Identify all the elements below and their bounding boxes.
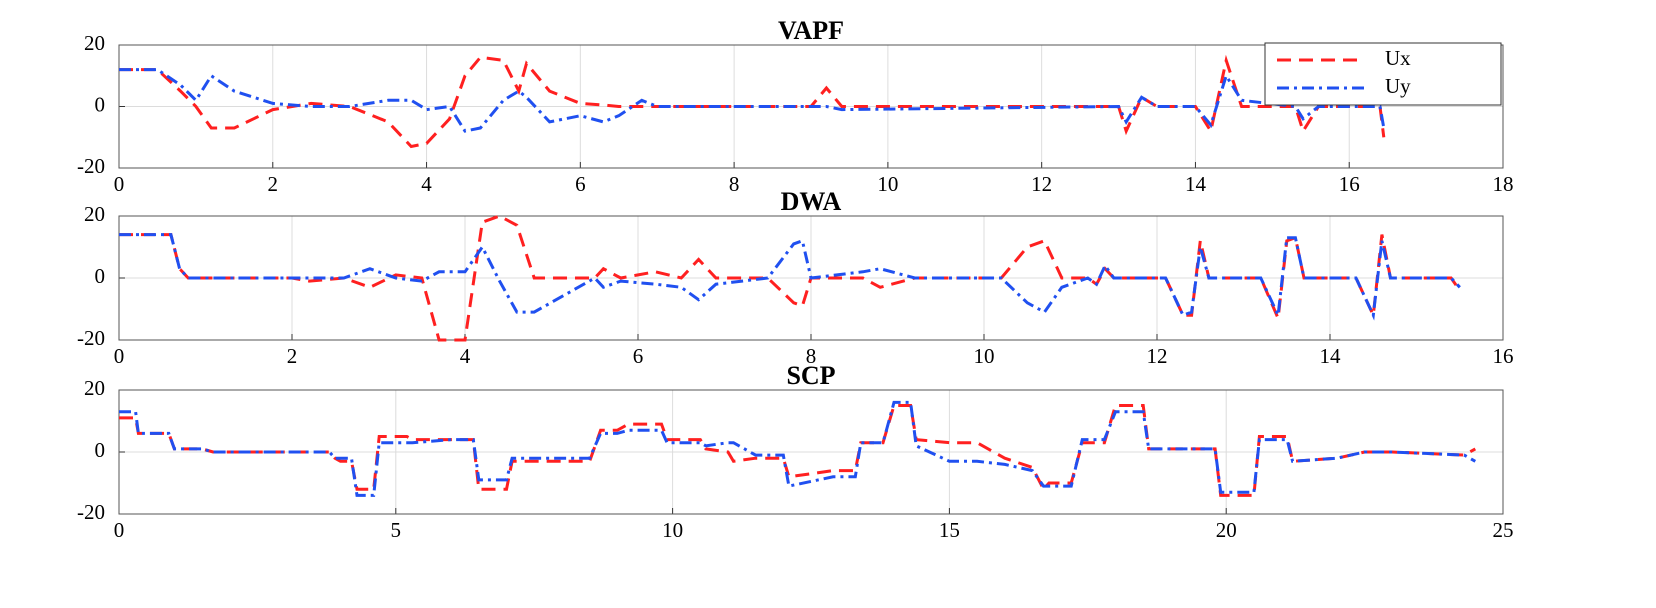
x-tick-label: 8	[729, 172, 740, 196]
axes-frame	[118, 44, 1504, 169]
x-tick-label: 16	[1493, 344, 1514, 368]
x-tick-label: 25	[1493, 518, 1514, 542]
x-tick-label: 10	[974, 344, 995, 368]
x-tick-label: 6	[575, 172, 586, 196]
y-tick-label: 0	[95, 92, 106, 116]
x-tick-label: 6	[633, 344, 644, 368]
y-tick-label: 0	[95, 438, 106, 462]
x-tick-label: 4	[460, 344, 471, 368]
x-tick-label: 18	[1493, 172, 1514, 196]
x-tick-label: 2	[268, 172, 279, 196]
x-tick-label: 0	[114, 518, 125, 542]
x-tick-label: 20	[1216, 518, 1237, 542]
x-tick-label: 16	[1339, 172, 1360, 196]
y-tick-label: 20	[84, 202, 105, 226]
axes-frame	[118, 389, 1504, 515]
series-line	[119, 400, 1477, 497]
y-tick-label: -20	[77, 500, 105, 524]
x-tick-label: 8	[806, 344, 817, 368]
x-tick-label: 0	[114, 344, 125, 368]
x-tick-label: 10	[877, 172, 898, 196]
series-line	[119, 68, 1386, 133]
y-tick-label: -20	[77, 326, 105, 350]
x-tick-label: 14	[1320, 344, 1342, 368]
x-tick-label: 15	[939, 518, 960, 542]
x-tick-label: 12	[1031, 172, 1052, 196]
y-tick-label: -20	[77, 154, 105, 178]
x-tick-label: 5	[391, 518, 402, 542]
x-tick-label: 14	[1185, 172, 1207, 196]
chart-title: DWA	[781, 187, 842, 216]
axes-frame	[118, 215, 1504, 341]
y-tick-label: 20	[84, 31, 105, 55]
series-line	[119, 233, 1461, 321]
x-tick-label: 10	[662, 518, 683, 542]
x-tick-label: 0	[114, 172, 125, 196]
legend-label: Ux	[1385, 46, 1411, 70]
x-tick-label: 2	[287, 344, 298, 368]
chart-title: VAPF	[778, 16, 844, 45]
x-tick-label: 12	[1147, 344, 1168, 368]
y-tick-label: 20	[84, 376, 105, 400]
legend-box	[1264, 42, 1502, 106]
chart-title: SCP	[786, 361, 835, 390]
x-tick-label: 4	[421, 172, 432, 196]
legend-label: Uy	[1385, 74, 1411, 98]
y-tick-label: 0	[95, 264, 106, 288]
